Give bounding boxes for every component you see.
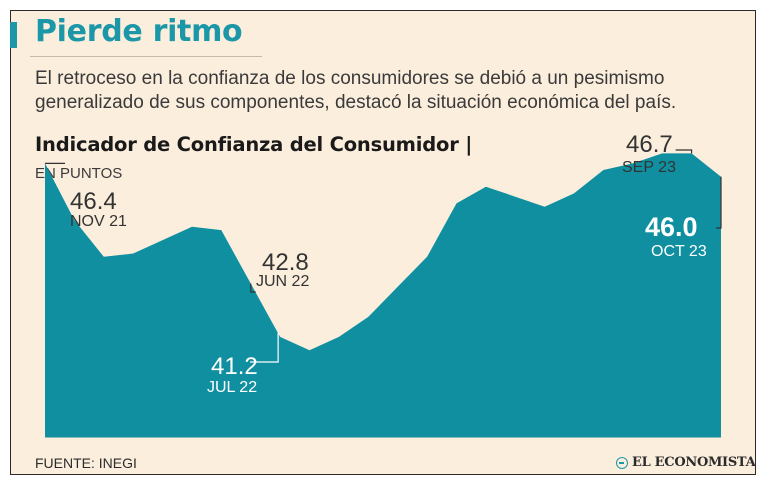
- annotation-value-jun22: 42.8: [262, 249, 309, 276]
- brand-logo-icon: [616, 457, 628, 469]
- title-accent-bar: [10, 22, 17, 48]
- title-underline: [30, 56, 262, 57]
- leader-jul22: [250, 332, 279, 363]
- subtitle: El retroceso en la confianza de los cons…: [35, 68, 677, 113]
- leader-oct23: [716, 176, 722, 229]
- annotation-date-oct23: OCT 23: [651, 243, 707, 260]
- confidence-area-series: [45, 153, 721, 437]
- annotation-value-sep23: 46.7: [626, 131, 673, 158]
- brand-logo: EL ECONOMISTA: [632, 455, 756, 470]
- page-title: Pierde ritmo: [35, 14, 243, 49]
- annotation-value-jul22: 41.2: [211, 353, 258, 380]
- annotation-date-jul22: JUL 22: [207, 379, 258, 396]
- leader-sep23: [675, 149, 693, 154]
- source-note: FUENTE: INEGI: [35, 455, 137, 471]
- chart-title: Indicador de Confianza del Consumidor |: [35, 133, 473, 156]
- leader-jun22: [250, 283, 256, 293]
- annotation-leaders: [45, 149, 722, 363]
- annotation-value-oct23: 46.0: [645, 212, 698, 242]
- y-axis-unit-label: EN PUNTOS: [35, 165, 123, 182]
- annotation-date-jun22: JUN 22: [256, 273, 310, 290]
- annotation-date-nov21: NOV 21: [70, 213, 127, 230]
- annotation-date-sep23: SEP 23: [622, 159, 676, 176]
- annotation-value-nov21: 46.4: [70, 188, 117, 215]
